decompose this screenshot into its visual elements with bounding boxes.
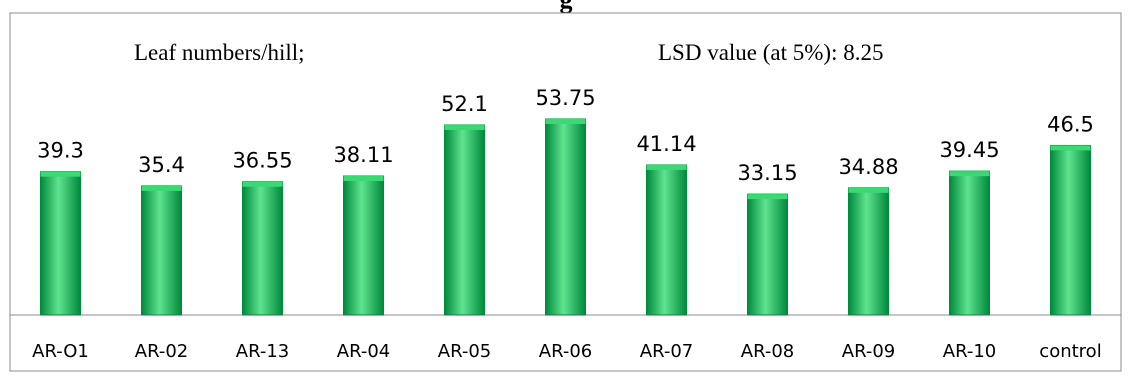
x-tick-labels-group: AR-O1 AR-02 AR-13 AR-04 AR-05 AR-06 AR-07 AR-08… bbox=[32, 341, 1102, 362]
x-tick-label: AR-09 bbox=[842, 341, 896, 362]
data-label: 39.3 bbox=[37, 139, 84, 163]
bar-ar-07 bbox=[646, 164, 687, 316]
bar bbox=[40, 171, 81, 316]
bar bbox=[141, 185, 182, 316]
bar-top-cap bbox=[545, 119, 586, 124]
data-label: 35.4 bbox=[138, 153, 185, 177]
bar-top-cap bbox=[949, 171, 990, 177]
bar-control bbox=[1050, 144, 1091, 316]
bar-top-cap bbox=[444, 125, 485, 131]
data-label: 53.75 bbox=[535, 86, 595, 110]
x-tick-label: AR-02 bbox=[135, 341, 189, 362]
bar-ar-05 bbox=[444, 124, 485, 316]
bar bbox=[444, 124, 485, 316]
bar-ar-o1 bbox=[40, 171, 81, 316]
bar-top-cap bbox=[343, 176, 384, 182]
cropped-heading: g bbox=[560, 0, 573, 14]
x-tick-label: AR-06 bbox=[539, 341, 593, 362]
bar bbox=[747, 193, 788, 316]
bars-group bbox=[40, 118, 1091, 316]
bar-ar-04 bbox=[343, 175, 384, 316]
data-label: 39.45 bbox=[939, 138, 999, 162]
bar-ar-02 bbox=[141, 185, 182, 316]
x-tick-label: AR-13 bbox=[236, 341, 290, 362]
bar-ar-13 bbox=[242, 181, 283, 316]
x-tick-label: AR-08 bbox=[741, 341, 795, 362]
x-tick-label: AR-04 bbox=[337, 341, 391, 362]
bar bbox=[545, 118, 586, 316]
bar bbox=[343, 175, 384, 316]
bar-ar-08 bbox=[747, 193, 788, 316]
data-label: 41.14 bbox=[636, 132, 696, 156]
data-labels-group: 39.3 35.4 36.55 38.11 52.1 53.75 41.14 33.15 34.… bbox=[37, 86, 1094, 185]
data-label: 46.5 bbox=[1047, 112, 1094, 136]
bar bbox=[949, 170, 990, 316]
bar-top-cap bbox=[646, 164, 687, 170]
data-label: 38.11 bbox=[333, 143, 393, 167]
bar bbox=[646, 164, 687, 316]
bar-ar-09 bbox=[848, 187, 889, 316]
bar-top-cap bbox=[141, 185, 182, 191]
bar bbox=[848, 187, 889, 316]
data-label: 52.1 bbox=[441, 92, 488, 116]
x-tick-label: AR-05 bbox=[438, 341, 492, 362]
bar-ar-06 bbox=[545, 118, 586, 316]
data-label: 34.88 bbox=[838, 155, 898, 179]
data-label: 33.15 bbox=[737, 161, 797, 185]
annotation-lsd-value: LSD value (at 5%): 8.25 bbox=[658, 40, 883, 65]
bar-top-cap bbox=[40, 171, 81, 177]
bar bbox=[1050, 144, 1091, 316]
annotation-leaf-numbers: Leaf numbers/hill; bbox=[134, 40, 305, 65]
bar-ar-10 bbox=[949, 170, 990, 316]
bar-top-cap bbox=[747, 194, 788, 200]
x-tick-label: AR-O1 bbox=[32, 341, 89, 362]
x-tick-label: AR-07 bbox=[640, 341, 694, 362]
x-tick-label: AR-10 bbox=[943, 341, 997, 362]
bar-top-cap bbox=[848, 187, 889, 193]
x-tick-label: control bbox=[1039, 341, 1101, 362]
data-label: 36.55 bbox=[232, 149, 292, 173]
bar bbox=[242, 181, 283, 316]
bar-top-cap bbox=[1050, 145, 1091, 151]
bar-top-cap bbox=[242, 181, 283, 187]
